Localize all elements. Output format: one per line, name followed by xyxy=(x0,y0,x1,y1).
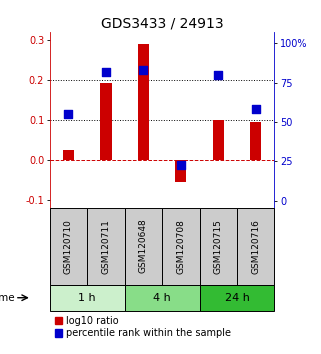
Point xyxy=(66,112,71,117)
Text: GSM120648: GSM120648 xyxy=(139,219,148,274)
Text: GSM120710: GSM120710 xyxy=(64,219,73,274)
Text: 24 h: 24 h xyxy=(225,293,249,303)
FancyBboxPatch shape xyxy=(162,208,200,285)
Point xyxy=(103,69,108,74)
Bar xyxy=(250,122,261,160)
Bar xyxy=(213,120,224,160)
FancyBboxPatch shape xyxy=(200,285,274,311)
Bar xyxy=(175,160,187,182)
Text: 1 h: 1 h xyxy=(78,293,96,303)
FancyBboxPatch shape xyxy=(200,208,237,285)
Text: GSM120711: GSM120711 xyxy=(101,219,110,274)
Text: GSM120716: GSM120716 xyxy=(251,219,260,274)
Bar xyxy=(63,150,74,160)
FancyBboxPatch shape xyxy=(87,208,125,285)
Point xyxy=(178,162,183,167)
Title: GDS3433 / 24913: GDS3433 / 24913 xyxy=(101,17,223,31)
Point xyxy=(141,67,146,73)
Bar xyxy=(100,82,112,160)
FancyBboxPatch shape xyxy=(50,285,125,311)
Text: 4 h: 4 h xyxy=(153,293,171,303)
FancyBboxPatch shape xyxy=(50,208,87,285)
FancyBboxPatch shape xyxy=(125,285,200,311)
Text: time: time xyxy=(0,293,15,303)
Point xyxy=(253,107,258,112)
FancyBboxPatch shape xyxy=(125,208,162,285)
Bar xyxy=(138,44,149,160)
Legend: log10 ratio, percentile rank within the sample: log10 ratio, percentile rank within the … xyxy=(55,316,231,338)
FancyBboxPatch shape xyxy=(237,208,274,285)
Text: GSM120715: GSM120715 xyxy=(214,219,223,274)
Point xyxy=(216,72,221,78)
Text: GSM120708: GSM120708 xyxy=(176,219,185,274)
